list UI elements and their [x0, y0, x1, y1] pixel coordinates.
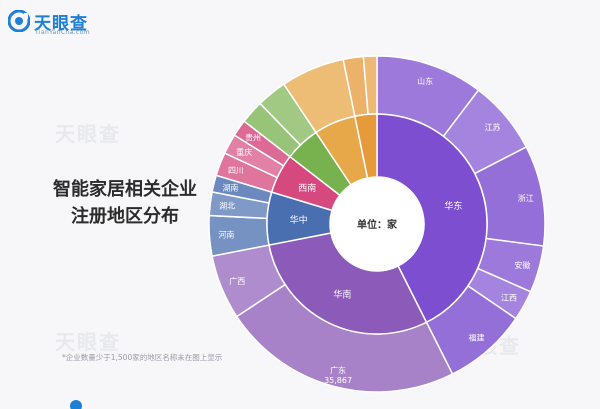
inner-label-华南: 华南 — [333, 288, 351, 300]
outer-label-湖北: 湖北 — [219, 202, 235, 211]
bottom-dot — [70, 400, 82, 409]
logo-text: 天眼查 — [34, 14, 88, 34]
outer-label-广东: 广东 — [330, 365, 346, 375]
inner-label-西南: 西南 — [298, 182, 316, 194]
center-hole — [330, 177, 424, 271]
chart-title-line-2: 注册地区分布 — [71, 206, 179, 227]
outer-label-安徽: 安徽 — [514, 260, 530, 270]
tianyancha-logo: 天眼查 TianYanCha.com — [8, 8, 118, 38]
outer-label-湖南: 湖南 — [222, 183, 238, 193]
chart-title-line-1: 智能家居相关企业 — [53, 179, 197, 200]
outer-label-浙江: 浙江 — [518, 193, 534, 203]
outer-label-福建: 福建 — [469, 333, 485, 343]
outer-label-四川: 四川 — [228, 166, 244, 175]
inner-ring — [266, 113, 488, 335]
outer-label-江西: 江西 — [501, 293, 517, 302]
outer-label-江苏: 江苏 — [485, 122, 501, 132]
inner-label-华东: 华东 — [444, 200, 462, 212]
logo-subtext: TianYanCha.com — [35, 29, 90, 36]
chart-title: 智能家居相关企业 注册地区分布 — [40, 176, 210, 230]
outer-label-河南: 河南 — [218, 230, 234, 240]
center-unit-label: 单位：家 — [357, 218, 398, 231]
outer-value-广东: 35,867 — [324, 376, 352, 385]
outer-label-贵州: 贵州 — [245, 133, 261, 143]
logo-icon — [8, 10, 30, 32]
outer-label-山东: 山东 — [417, 76, 433, 86]
footnote: *企业数量少于1,500家的地区名称未在图上显示 — [62, 353, 223, 362]
outer-label-广西: 广西 — [229, 276, 245, 286]
inner-label-华中: 华中 — [290, 214, 308, 226]
outer-label-重庆: 重庆 — [236, 147, 252, 157]
